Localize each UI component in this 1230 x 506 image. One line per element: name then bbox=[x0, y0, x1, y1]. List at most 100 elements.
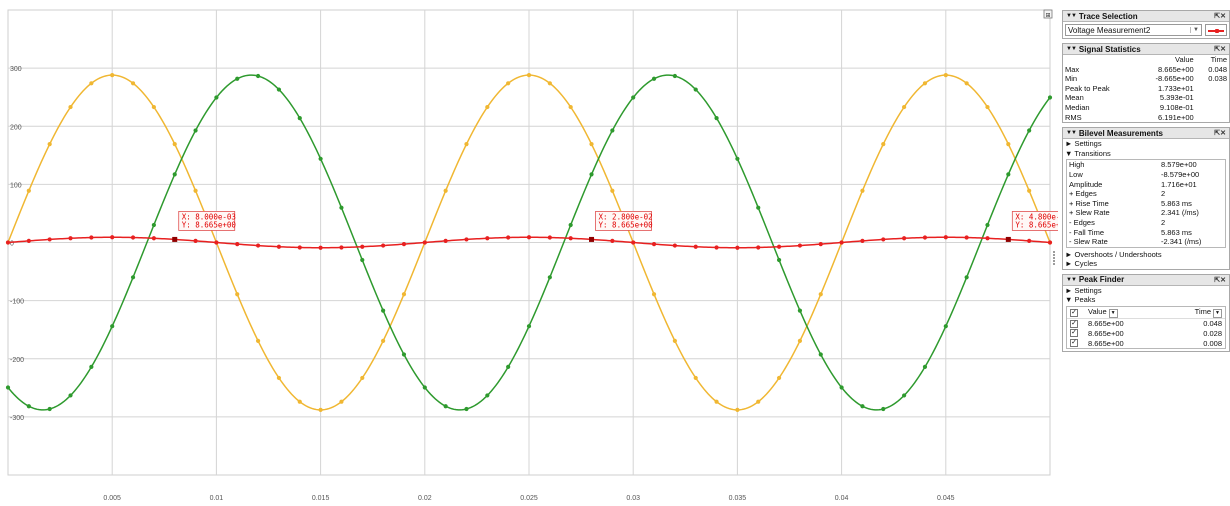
stat-label: Max bbox=[1065, 64, 1080, 74]
peak-checkbox[interactable]: ✓ bbox=[1070, 339, 1078, 348]
peak-row[interactable]: ✓ 8.665e+00 0.048 bbox=[1067, 319, 1225, 329]
trace-select-dropdown[interactable]: Voltage Measurement2 ▼ bbox=[1065, 24, 1202, 36]
trace-point bbox=[47, 237, 52, 242]
trace-point bbox=[735, 245, 740, 250]
stat-value: -8.665e+00 bbox=[1155, 74, 1194, 84]
y-tick-label: 0 bbox=[10, 241, 14, 248]
peak-settings-toggle[interactable]: ► Settings bbox=[1065, 285, 1102, 295]
panel-collapse-icon[interactable]: ▼▼ bbox=[1066, 130, 1077, 137]
trace-point bbox=[943, 73, 948, 78]
stat-time bbox=[1196, 93, 1229, 103]
trace-point bbox=[839, 385, 844, 390]
peaks-toggle[interactable]: ▼ Peaks bbox=[1065, 295, 1096, 305]
trace-point bbox=[818, 242, 823, 247]
sort-down-icon[interactable]: ▼ bbox=[1213, 309, 1222, 319]
bilevel-transitions-toggle[interactable]: ▼ Transitions bbox=[1065, 148, 1111, 158]
trace-point bbox=[422, 240, 427, 245]
cursor-point[interactable] bbox=[589, 236, 595, 242]
stat-label: Median bbox=[1065, 102, 1090, 112]
panel-close-icon[interactable]: ⇱✕ bbox=[1214, 13, 1226, 20]
scope-resize-grip[interactable] bbox=[1053, 251, 1055, 265]
sort-down-icon[interactable]: ▼ bbox=[1108, 309, 1118, 319]
x-tick-label: 0.02 bbox=[418, 495, 432, 502]
measurements-sidebar: ▼▼ Trace Selection ⇱✕ Voltage Measuremen… bbox=[1062, 10, 1230, 406]
panel-collapse-icon[interactable]: ▼▼ bbox=[1066, 276, 1077, 283]
col-value-header: Value bbox=[1175, 55, 1194, 64]
transition-label: + Edges bbox=[1069, 189, 1097, 199]
peak-checkbox[interactable]: ✓ bbox=[1070, 329, 1078, 338]
data-cursor[interactable]: X: 2.800e-02Y: 8.665e+00 bbox=[589, 211, 653, 242]
trace-point bbox=[943, 235, 948, 240]
select-all-checkbox[interactable]: ✓ bbox=[1070, 308, 1078, 317]
trace-selection-header[interactable]: ▼▼ Trace Selection ⇱✕ bbox=[1063, 11, 1229, 22]
trace-point bbox=[214, 240, 219, 245]
signal-statistics-header[interactable]: ▼▼ Signal Statistics ⇱✕ bbox=[1063, 44, 1229, 55]
trace-point bbox=[839, 240, 844, 245]
trace-point bbox=[506, 81, 511, 86]
trace-point bbox=[818, 292, 823, 297]
trace-point bbox=[902, 236, 907, 241]
trace-point bbox=[756, 245, 761, 250]
peak-row[interactable]: ✓ 8.665e+00 0.028 bbox=[1067, 329, 1225, 339]
panel-close-icon[interactable]: ⇱✕ bbox=[1214, 46, 1226, 53]
scope-plot-area[interactable]: 0.005 0.01 0.015 0.02 0.025 0.03 0.035 0.04 0.04… bbox=[0, 0, 1058, 506]
chevron-down-icon[interactable]: ▼ bbox=[1190, 27, 1199, 33]
scope-plot-svg[interactable]: 0.005 0.01 0.015 0.02 0.025 0.03 0.035 0.04 0.04… bbox=[0, 0, 1058, 506]
x-tick-label: 0.04 bbox=[835, 495, 849, 502]
trace-point bbox=[360, 375, 365, 381]
overshoots-toggle[interactable]: ► Overshoots / Undershoots bbox=[1065, 249, 1162, 259]
transition-row: High 8.579e+00 bbox=[1067, 160, 1225, 170]
trace-point bbox=[881, 237, 886, 242]
trace-style-swatch[interactable] bbox=[1205, 24, 1227, 36]
bilevel-settings-toggle[interactable]: ► Settings bbox=[1065, 139, 1102, 149]
trace-point bbox=[526, 73, 532, 78]
zoom-fit-icon[interactable] bbox=[1043, 9, 1053, 19]
peak-checkbox[interactable]: ✓ bbox=[1070, 319, 1078, 328]
panel-close-icon[interactable]: ⇱✕ bbox=[1214, 276, 1226, 284]
transition-row: - Edges 2 bbox=[1067, 218, 1225, 228]
peak-value-header[interactable]: Value ▼ bbox=[1088, 307, 1118, 319]
bilevel-measurements-panel: ▼▼ Bilevel Measurements ⇱✕ ► Settings ▼ … bbox=[1062, 127, 1230, 270]
signal-statistics-panel: ▼▼ Signal Statistics ⇱✕ Value Time Max 8.… bbox=[1062, 43, 1230, 124]
cursor-point[interactable] bbox=[1005, 236, 1011, 242]
trace-point bbox=[401, 242, 407, 247]
panel-close-icon[interactable]: ⇱✕ bbox=[1214, 130, 1226, 138]
transition-value: 1.716e+01 bbox=[1161, 179, 1197, 189]
trace-point bbox=[651, 242, 657, 247]
trace-point bbox=[297, 399, 302, 404]
trace-point bbox=[735, 156, 740, 161]
trace-point bbox=[130, 235, 136, 240]
transition-row: - Fall Time 5.863 ms bbox=[1067, 228, 1225, 238]
data-cursors[interactable]: X: 8.000e-03Y: 8.665e+00 X: 2.800e-02Y: 8… bbox=[172, 211, 1058, 242]
x-tick-label: 0.015 bbox=[312, 495, 330, 502]
trace-point bbox=[464, 237, 469, 242]
cursor-point[interactable] bbox=[172, 236, 178, 242]
peak-time-header[interactable]: Time ▼ bbox=[1194, 307, 1222, 319]
peak-finder-header[interactable]: ▼▼ Peak Finder ⇱✕ bbox=[1063, 274, 1229, 286]
trace-point bbox=[193, 128, 198, 133]
trace-point bbox=[985, 236, 990, 241]
trace-point bbox=[485, 393, 490, 398]
trace-point bbox=[339, 245, 344, 250]
statistics-row: Median 9.108e-01 bbox=[1063, 103, 1229, 113]
bilevel-header[interactable]: ▼▼ Bilevel Measurements ⇱✕ bbox=[1063, 128, 1229, 140]
panel-collapse-icon[interactable]: ▼▼ bbox=[1066, 13, 1077, 19]
trace-point bbox=[797, 243, 803, 248]
trace-point bbox=[881, 142, 886, 147]
trace-point bbox=[110, 73, 115, 78]
trace-point bbox=[255, 243, 261, 248]
data-cursor[interactable]: X: 4.800e-02Y: 8.665e+00 bbox=[1005, 211, 1058, 242]
data-cursor[interactable]: X: 8.000e-03Y: 8.665e+00 bbox=[172, 211, 236, 242]
trace-point bbox=[756, 399, 761, 404]
cycles-toggle[interactable]: ► Cycles bbox=[1065, 259, 1098, 269]
trace-point bbox=[714, 115, 719, 121]
col-time-header: Time bbox=[1210, 55, 1227, 64]
trace-point bbox=[464, 142, 469, 147]
trace-point bbox=[318, 156, 323, 161]
trace-point bbox=[1006, 142, 1011, 147]
panel-collapse-icon[interactable]: ▼▼ bbox=[1066, 46, 1077, 52]
peak-row[interactable]: ✓ 8.665e+00 0.008 bbox=[1067, 338, 1225, 348]
peak-time: 0.048 bbox=[1203, 319, 1222, 329]
zoom-fit-glyph: ⊞ bbox=[1045, 12, 1050, 19]
trace-point bbox=[318, 245, 323, 250]
